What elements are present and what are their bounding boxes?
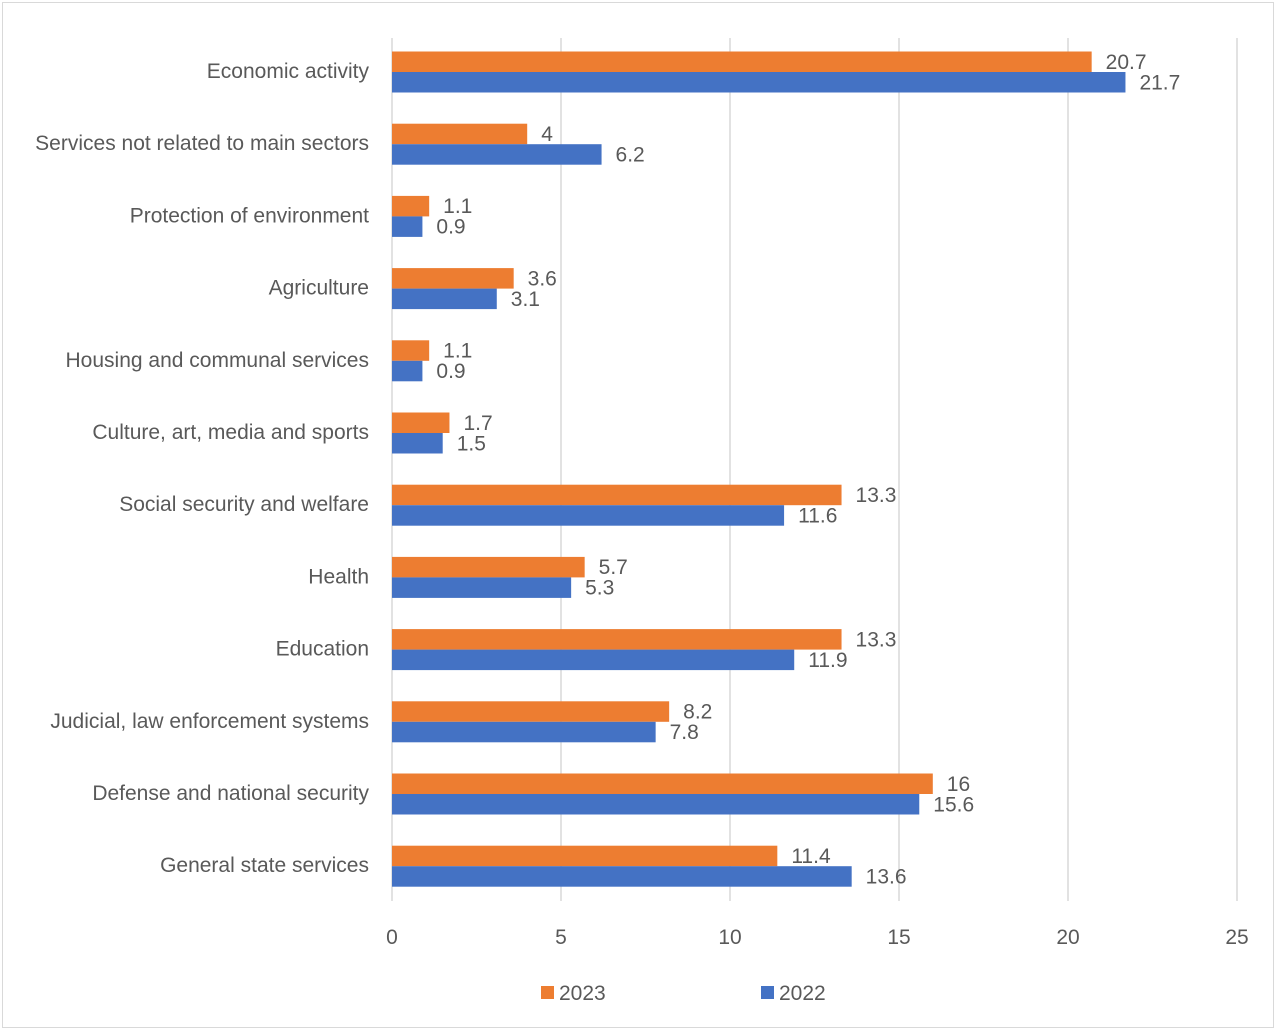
bar-2023: [392, 123, 528, 145]
bar-2023: [392, 773, 933, 794]
data-label-2023: 3.6: [528, 267, 557, 290]
bar-2022: [392, 433, 443, 454]
bar-2023: [392, 268, 514, 289]
bar-2023: [392, 845, 778, 867]
bar-2022: [392, 721, 656, 743]
category-label: Defense and national security: [92, 782, 369, 805]
bar-2023: [392, 629, 842, 650]
bar-2022: [392, 216, 423, 237]
x-tick-label: 15: [887, 926, 910, 949]
data-label-2023: 1.1: [443, 340, 472, 363]
bar-2022: [392, 649, 795, 671]
data-label-2022: 13.6: [866, 865, 907, 888]
data-label-2023: 8.2: [683, 701, 712, 724]
legend-swatch-2023: [541, 986, 554, 999]
x-tick-label: 25: [1225, 926, 1248, 949]
bar-2023: [392, 701, 670, 722]
category-label: Health: [308, 565, 369, 588]
bar-2022: [392, 505, 785, 526]
data-label-2023: 5.7: [599, 556, 628, 579]
data-label-2023: 11.4: [791, 845, 831, 868]
bar-2022: [392, 288, 497, 310]
data-label-2022: 11.9: [808, 649, 847, 672]
category-label: Education: [276, 638, 369, 661]
bar-2023: [392, 51, 1092, 72]
data-label-2022: 5.3: [585, 577, 614, 600]
legend-label-2023: 2023: [559, 982, 606, 1005]
data-label-2023: 20.7: [1106, 51, 1147, 74]
data-label-2022: 6.2: [616, 143, 645, 166]
category-label: Services not related to main sectors: [35, 132, 369, 155]
bar-2022: [392, 794, 920, 815]
x-tick-label: 0: [386, 926, 398, 949]
category-label: Judicial, law enforcement systems: [50, 710, 369, 733]
data-label-2022: 11.6: [798, 504, 837, 527]
category-label: Culture, art, media and sports: [92, 421, 369, 444]
data-label-2022: 0.9: [436, 216, 465, 239]
category-label: General state services: [160, 854, 369, 877]
data-label-2023: 13.3: [856, 484, 897, 507]
data-label-2022: 21.7: [1139, 71, 1180, 94]
bar-2022: [392, 144, 602, 165]
legend-label-2022: 2022: [779, 982, 826, 1005]
legend-swatch-2022: [761, 986, 774, 999]
x-tick-label: 20: [1056, 926, 1079, 949]
category-label: Agriculture: [269, 277, 369, 300]
data-label-2022: 7.8: [670, 721, 699, 744]
data-label-2023: 1.7: [463, 412, 492, 435]
data-label-2023: 1.1: [443, 195, 472, 218]
category-label: Social security and welfare: [119, 493, 369, 516]
bar-2023: [392, 340, 430, 361]
category-label: Housing and communal services: [66, 349, 369, 372]
bar-2022: [392, 360, 423, 382]
bar-2022: [392, 72, 1126, 93]
data-label-2023: 13.3: [856, 628, 897, 651]
data-label-2022: 0.9: [436, 360, 465, 383]
category-label: Protection of environment: [130, 204, 369, 227]
bar-2022: [392, 577, 572, 598]
data-label-2023: 4: [541, 123, 553, 146]
x-tick-label: 10: [718, 926, 741, 949]
bar-2023: [392, 195, 430, 217]
bar-2023: [392, 556, 585, 578]
bar-2022: [392, 866, 852, 887]
data-label-2022: 1.5: [457, 432, 486, 455]
data-label-2022: 15.6: [933, 793, 974, 816]
bar-chart: 0 5 10 15 20 25 Economic activity 20.721.7 Servi…: [35, 38, 1249, 1005]
bar-2023: [392, 484, 842, 506]
x-tick-label: 5: [555, 926, 567, 949]
data-label-2023: 16: [947, 773, 970, 796]
category-label: Economic activity: [207, 60, 370, 83]
data-label-2022: 3.1: [511, 288, 540, 311]
bar-2023: [392, 412, 450, 433]
